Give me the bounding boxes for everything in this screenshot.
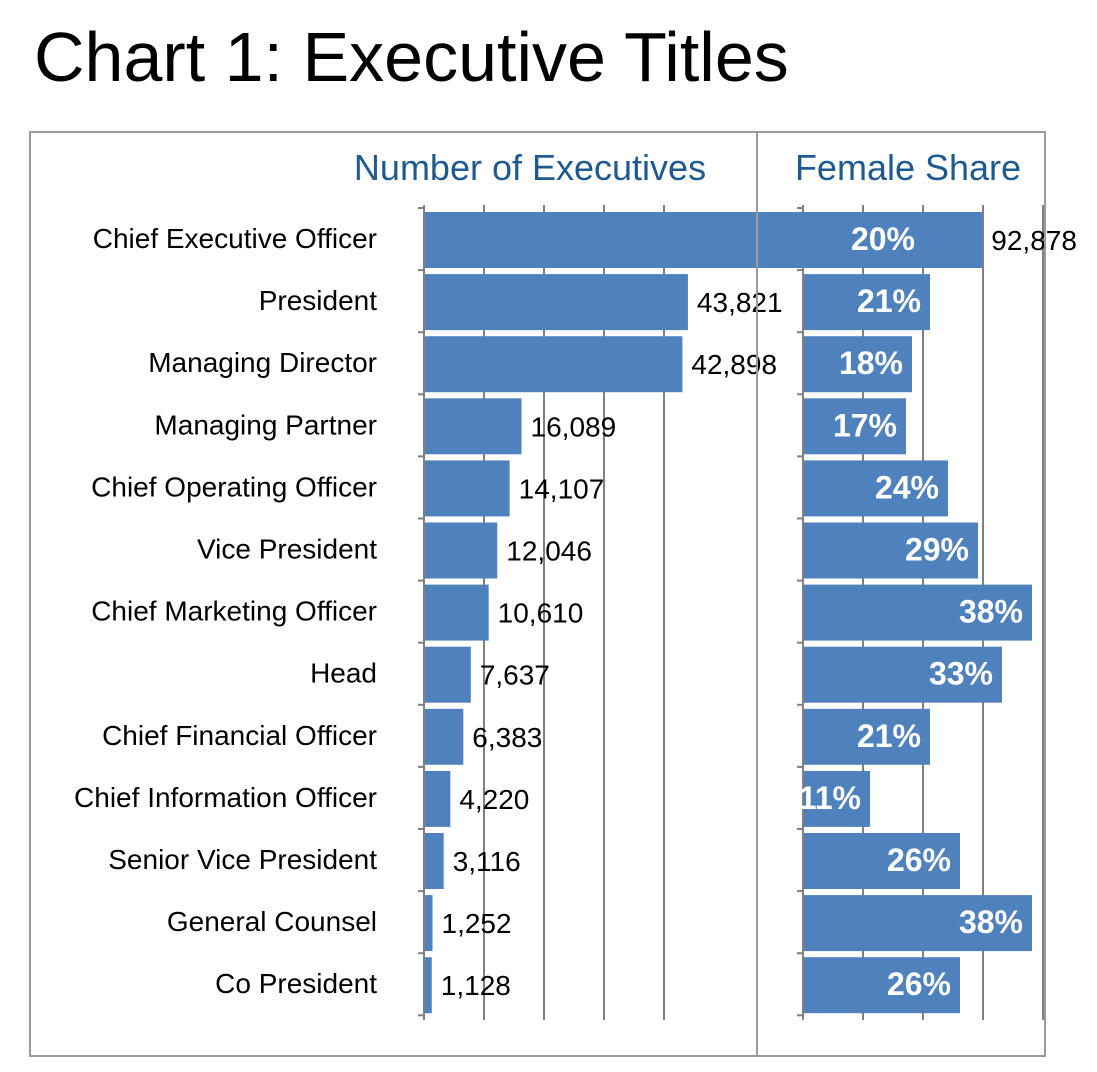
- count-value-label: 16,089: [531, 411, 617, 442]
- count-bar: [425, 522, 498, 579]
- share-value-label: 11%: [799, 780, 861, 816]
- share-value-label: 21%: [857, 718, 921, 754]
- category-label: Co President: [215, 968, 377, 999]
- category-label: Chief Operating Officer: [91, 471, 377, 502]
- category-label: Chief Financial Officer: [102, 720, 377, 751]
- share-bar: [804, 895, 1032, 952]
- share-value-label: 26%: [887, 966, 951, 1002]
- category-label: President: [259, 285, 378, 316]
- share-bar: [804, 708, 930, 765]
- count-value-label: 43,821: [697, 287, 783, 318]
- share-bar: [804, 522, 978, 579]
- count-value-label: 1,252: [442, 908, 512, 939]
- count-bar: [425, 274, 688, 331]
- share-bar: [804, 336, 912, 393]
- share-value-label: 38%: [959, 594, 1023, 630]
- frame-layer: [29, 131, 1046, 1057]
- count-value-label: 12,046: [506, 536, 592, 567]
- count-value-label: 4,220: [459, 784, 529, 815]
- share-value-label: 20%: [851, 221, 915, 257]
- share-value-label: 26%: [887, 842, 951, 878]
- category-label: Senior Vice President: [108, 844, 377, 875]
- bars-layer: [425, 212, 1032, 1014]
- share-bar: [804, 584, 1032, 641]
- category-label: Managing Director: [148, 347, 377, 378]
- count-bar: [425, 770, 451, 827]
- share-bar: [804, 957, 960, 1014]
- text-layer: Number of Executives Female Share Chief Ex…: [74, 147, 1077, 1002]
- count-value-label: 1,128: [441, 970, 511, 1001]
- chart-title: Chart 1: Executive Titles: [34, 18, 789, 96]
- share-value-label: 24%: [875, 469, 939, 505]
- share-bar: [804, 274, 930, 331]
- count-value-label: 92,878: [991, 225, 1077, 256]
- share-value-label: 33%: [929, 656, 993, 692]
- count-bar: [425, 584, 489, 641]
- share-bar: [804, 460, 948, 517]
- category-label: Managing Partner: [154, 409, 377, 440]
- category-label: General Counsel: [167, 906, 377, 937]
- count-bar: [425, 895, 433, 952]
- share-value-label: 29%: [905, 532, 969, 568]
- count-bar: [425, 460, 510, 517]
- category-label: Head: [310, 658, 377, 689]
- share-bar: [804, 833, 960, 889]
- count-bar: [425, 646, 471, 703]
- chart-frame: [29, 131, 1046, 1057]
- count-bar: [425, 957, 432, 1014]
- count-bar: [425, 708, 464, 765]
- share-value-label: 18%: [839, 345, 903, 381]
- category-label: Chief Executive Officer: [93, 223, 377, 254]
- count-value-label: 42,898: [691, 349, 777, 380]
- count-value-label: 3,116: [453, 846, 521, 877]
- category-label: Chief Marketing Officer: [91, 596, 377, 627]
- share-panel-header: Female Share: [795, 147, 1021, 188]
- share-bar: [804, 646, 1002, 703]
- count-panel-header: Number of Executives: [354, 147, 706, 188]
- count-bar: [425, 833, 444, 889]
- share-value-label: 17%: [833, 407, 897, 443]
- count-value-label: 6,383: [472, 722, 542, 753]
- share-bar: [804, 398, 906, 455]
- category-label: Vice President: [197, 534, 377, 565]
- category-label: Chief Information Officer: [74, 782, 377, 813]
- share-value-label: 38%: [959, 904, 1023, 940]
- share-bar: [804, 212, 924, 268]
- count-value-label: 10,610: [498, 598, 584, 629]
- count-bar: [425, 336, 683, 393]
- share-bar: [804, 770, 870, 827]
- count-bar: [425, 398, 522, 455]
- share-value-label: 21%: [857, 283, 921, 319]
- count-value-label: 14,107: [519, 473, 605, 504]
- count-value-label: 7,637: [480, 660, 550, 691]
